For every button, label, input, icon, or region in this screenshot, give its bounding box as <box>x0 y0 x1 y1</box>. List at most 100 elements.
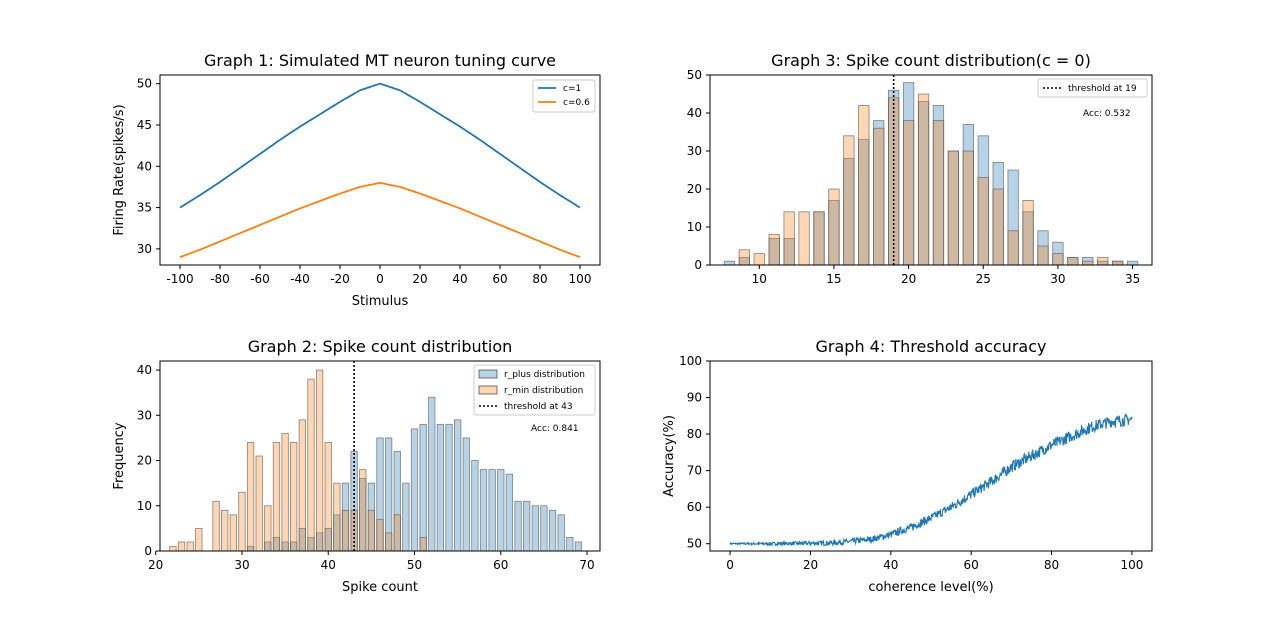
chart-title: Graph 1: Simulated MT neuron tuning curv… <box>204 51 556 70</box>
y-tick-label: 50 <box>687 68 702 82</box>
bar <box>177 541 186 552</box>
y-tick-label: 90 <box>687 391 702 405</box>
bar <box>1037 245 1049 266</box>
bar <box>307 378 315 552</box>
chart-title: Graph 2: Spike count distribution <box>248 337 513 356</box>
x-tick-label: -100 <box>166 272 193 286</box>
x-tick-label: 60 <box>492 272 507 286</box>
y-tick-label: 40 <box>687 106 702 120</box>
series-bars-0 <box>246 396 583 552</box>
legend-label: r_min distribution <box>504 386 583 396</box>
bar <box>1067 256 1079 266</box>
bar <box>813 211 825 266</box>
bar <box>497 469 505 552</box>
bar <box>376 518 384 552</box>
accuracy-annotation: Acc: 0.532 <box>1083 109 1131 119</box>
bar <box>947 150 960 266</box>
bar <box>574 541 583 552</box>
legend-label: threshold at 19 <box>1068 84 1137 94</box>
legend-label: c=0.6 <box>563 98 590 108</box>
y-tick-label: 10 <box>137 499 152 513</box>
chart-title: Graph 3: Spike count distribution(c = 0) <box>771 51 1091 70</box>
bar <box>428 396 436 552</box>
bar <box>962 150 974 266</box>
bar <box>932 120 945 266</box>
bar <box>169 546 177 552</box>
x-tick-label: 20 <box>803 558 818 572</box>
bar <box>238 491 246 552</box>
legend: r_plus distribution r_min distribution thr… <box>473 364 596 416</box>
bar <box>246 442 255 552</box>
bar <box>514 500 522 552</box>
bar <box>445 423 453 552</box>
chart-g2: 20 30 40 50 60 70 0 10 20 30 40 Graph 2: Spike coun… <box>112 337 601 595</box>
bar <box>402 482 410 552</box>
x-tick-label: 30 <box>234 558 249 572</box>
bar <box>523 500 531 552</box>
bar <box>753 253 765 266</box>
y-tick-label: 40 <box>137 363 152 377</box>
bar <box>1007 230 1019 266</box>
bar <box>324 442 332 552</box>
chart-g3: 10 15 20 25 30 35 0 10 20 30 40 50 Graph 3: Spike co… <box>687 51 1153 286</box>
y-tick-label: 30 <box>687 144 702 158</box>
plot-frame <box>709 74 1153 266</box>
bar <box>419 423 427 552</box>
accuracy-annotation: Acc: 0.841 <box>531 424 579 434</box>
bar <box>195 527 203 552</box>
y-axis-label: Accuracy(%) <box>662 415 677 497</box>
legend-box <box>473 364 596 416</box>
bar <box>1112 260 1124 266</box>
bar <box>315 369 324 552</box>
bar <box>255 455 263 552</box>
series-line-c1 <box>179 82 581 209</box>
x-tick-label: 35 <box>1125 272 1140 286</box>
bar <box>566 537 574 552</box>
accuracy-line <box>729 412 1133 547</box>
legend: threshold at 19 <box>1037 78 1148 98</box>
y-tick-label: 100 <box>679 354 702 368</box>
x-tick-label: -60 <box>250 272 270 286</box>
bar <box>186 541 194 552</box>
x-tick-label: 40 <box>321 558 336 572</box>
legend-label: threshold at 43 <box>504 402 573 412</box>
legend-swatch <box>478 369 498 379</box>
x-tick-label: 60 <box>493 558 508 572</box>
x-tick-label: 80 <box>1044 558 1059 572</box>
y-tick-label: 80 <box>687 427 702 441</box>
bar <box>419 537 427 552</box>
bar <box>738 249 750 266</box>
bar <box>479 469 488 552</box>
y-tick-label: 0 <box>694 258 702 272</box>
bar <box>858 105 870 266</box>
chart-title: Graph 4: Threshold accuracy <box>816 337 1047 356</box>
bar <box>1126 260 1139 266</box>
series-bars-1 <box>738 93 1124 266</box>
bar <box>1052 253 1064 266</box>
chart-g4: 0 20 40 60 80 100 50 60 70 80 90 100 Graph 4: Thresh… <box>662 337 1153 595</box>
x-tick-label: -80 <box>210 272 230 286</box>
y-tick-label: 0 <box>144 544 152 558</box>
x-axis-label: coherence level(%) <box>868 580 993 595</box>
bar <box>298 419 306 552</box>
x-tick-label: 100 <box>569 272 592 286</box>
legend-label: c=1 <box>563 84 581 94</box>
x-tick-label: 20 <box>901 272 916 286</box>
plot-frame <box>159 360 601 552</box>
x-tick-label: 0 <box>376 272 384 286</box>
x-tick-label: 0 <box>726 558 734 572</box>
x-axis-label: Spike count <box>342 580 418 595</box>
bar <box>454 419 462 552</box>
y-tick-label: 20 <box>687 182 702 196</box>
bar <box>798 211 810 266</box>
plot-frame <box>159 74 601 266</box>
bar <box>367 509 376 552</box>
bar <box>1097 256 1109 266</box>
bar <box>212 500 220 552</box>
x-tick-label: 80 <box>532 272 547 286</box>
series-line-c06 <box>179 181 581 258</box>
bar <box>977 177 989 266</box>
y-tick-label: 70 <box>687 464 702 478</box>
y-tick-label: 60 <box>687 500 702 514</box>
bar <box>873 127 885 266</box>
